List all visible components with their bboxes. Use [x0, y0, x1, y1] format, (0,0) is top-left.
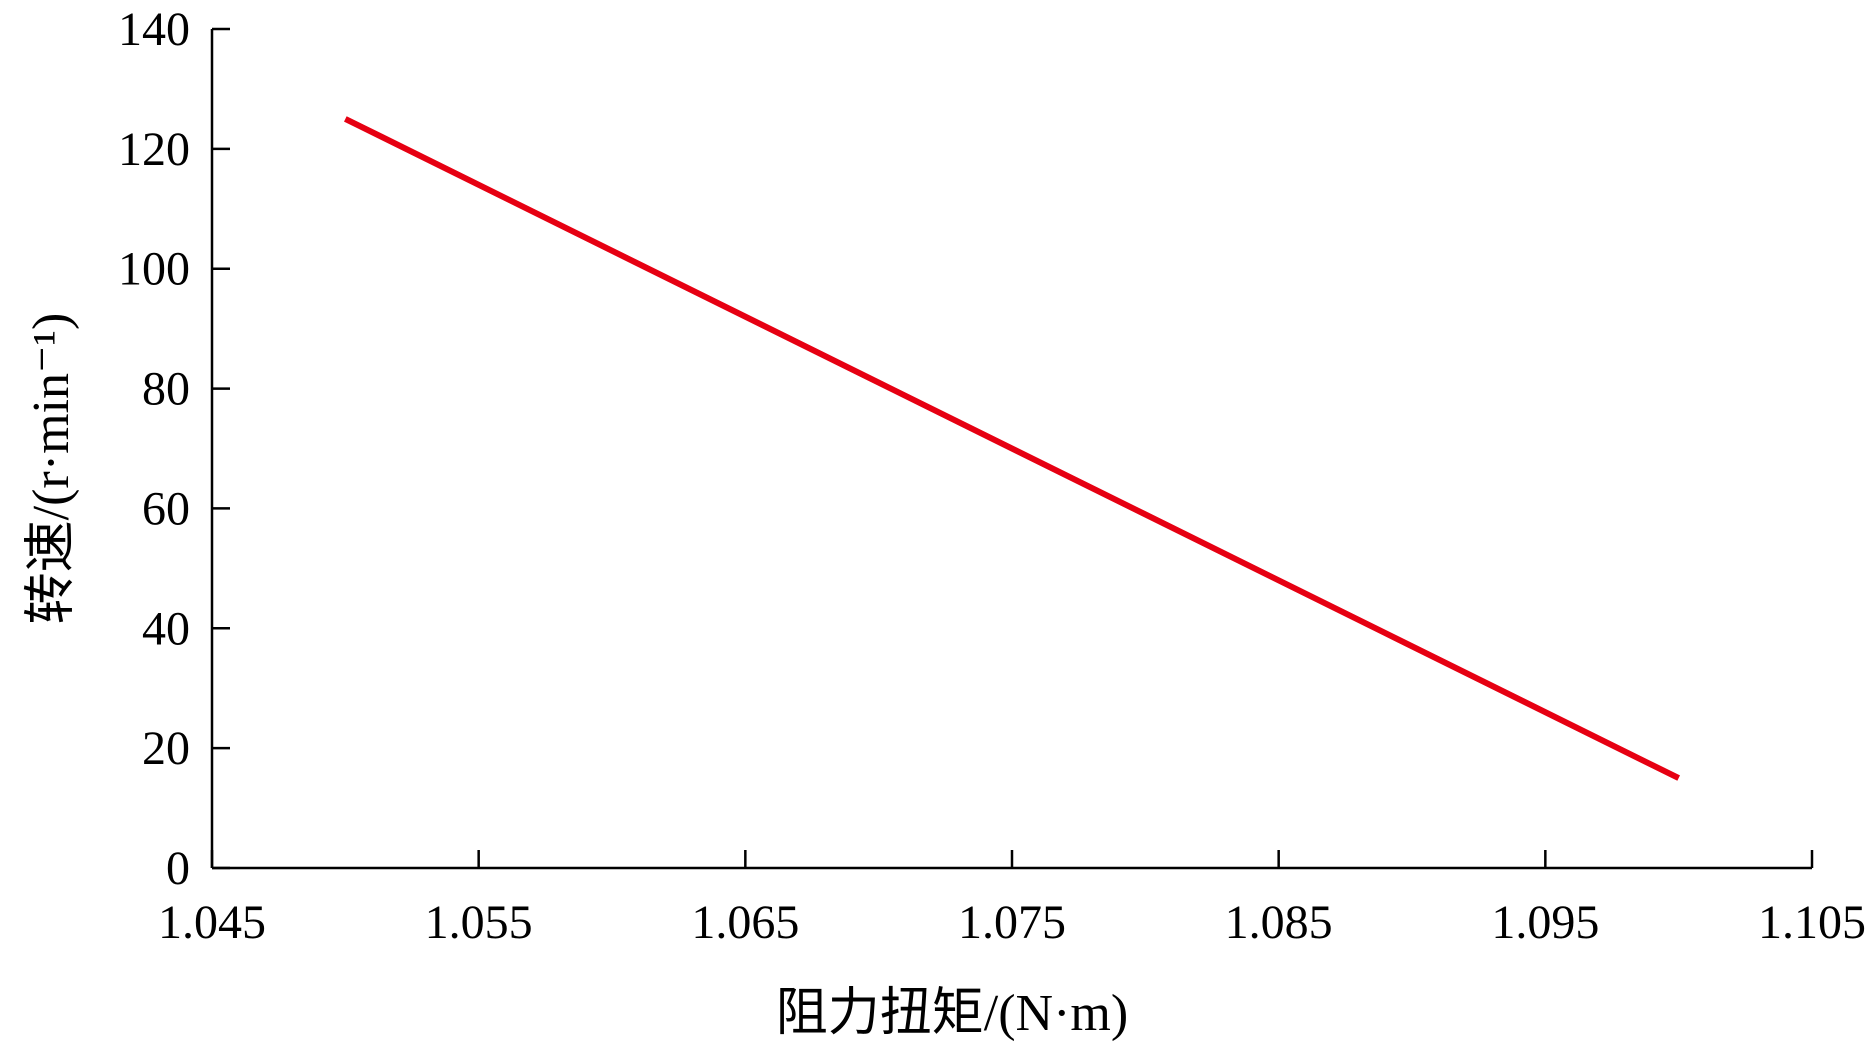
x-tick-label: 1.105 [1758, 896, 1866, 949]
x-axis-title: 阻力扭矩/(N·m) [776, 985, 1128, 1042]
x-tick-label: 1.075 [958, 896, 1066, 949]
y-tick-label: 20 [142, 722, 190, 775]
x-tick-label: 1.055 [425, 896, 533, 949]
series-line [344, 116, 1680, 781]
y-tick-label: 60 [142, 482, 190, 535]
series-layer [344, 116, 1680, 781]
x-tick-label: 1.045 [158, 896, 266, 949]
y-axis-title: 转速/(r·min⁻¹) [23, 313, 80, 625]
y-tick-label: 100 [118, 243, 190, 296]
y-axis-ticks: 0 20 40 60 80 100 120 140 [118, 3, 230, 895]
x-tick-label: 1.085 [1225, 896, 1333, 949]
y-tick-label: 0 [166, 842, 190, 895]
y-tick-label: 120 [118, 123, 190, 176]
y-tick-label: 80 [142, 363, 190, 416]
y-tick-label: 40 [142, 602, 190, 655]
x-tick-label: 1.095 [1491, 896, 1599, 949]
x-axis-ticks: 1.045 1.055 1.065 1.075 1.085 1.095 1.105 [158, 850, 1866, 949]
x-tick-label: 1.065 [691, 896, 799, 949]
y-tick-label: 140 [118, 3, 190, 56]
